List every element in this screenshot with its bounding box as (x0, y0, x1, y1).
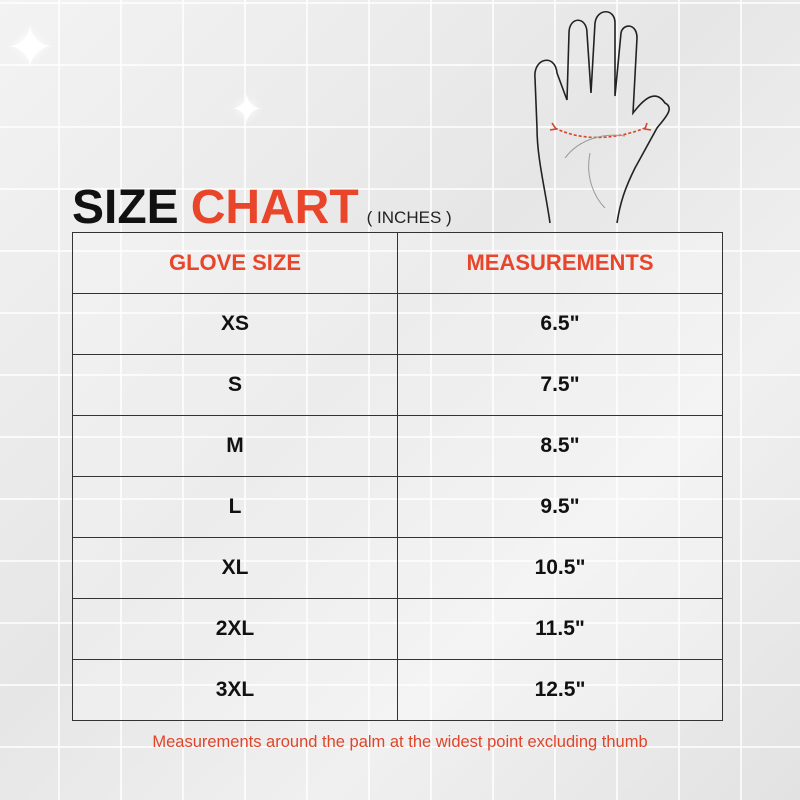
title-chart: CHART (190, 181, 359, 234)
size-cell: 2XL (72, 598, 398, 660)
measurement-cell: 7.5" (397, 354, 723, 416)
hand-measurement-icon (534, 10, 670, 224)
size-chart-table: GLOVE SIZE MEASUREMENTS XS 6.5" S 7.5" M 8.… (72, 232, 723, 721)
table-row: 2XL 11.5" (72, 598, 723, 660)
sparkle-icon: ✦ (230, 88, 264, 132)
measurement-cell: 10.5" (397, 537, 723, 599)
table-row: M 8.5" (72, 415, 723, 477)
header-measurements: MEASUREMENTS (397, 232, 723, 294)
table-row: L 9.5" (72, 476, 723, 538)
title-unit: ( INCHES ) (366, 208, 452, 227)
measurement-cell: 11.5" (397, 598, 723, 660)
table-row: S 7.5" (72, 354, 723, 416)
header-glove-size: GLOVE SIZE (72, 232, 398, 294)
title-size: SIZE (72, 181, 179, 234)
measurement-note: Measurements around the palm at the wide… (152, 733, 648, 751)
size-cell: S (72, 354, 398, 416)
size-cell: M (72, 415, 398, 477)
page-title: SIZE CHART ( INCHES ) (72, 180, 452, 235)
measurement-cell: 6.5" (397, 293, 723, 355)
size-cell: XL (72, 537, 398, 599)
measurement-cell: 9.5" (397, 476, 723, 538)
table-header-row: GLOVE SIZE MEASUREMENTS (72, 232, 723, 294)
measurement-cell: 12.5" (397, 659, 723, 721)
table-row: XL 10.5" (72, 537, 723, 599)
size-cell: XS (72, 293, 398, 355)
size-cell: 3XL (72, 659, 398, 721)
size-cell: L (72, 476, 398, 538)
table-row: 3XL 12.5" (72, 659, 723, 721)
sparkle-icon: ✦ (5, 14, 56, 81)
table-row: XS 6.5" (72, 293, 723, 355)
measurement-cell: 8.5" (397, 415, 723, 477)
